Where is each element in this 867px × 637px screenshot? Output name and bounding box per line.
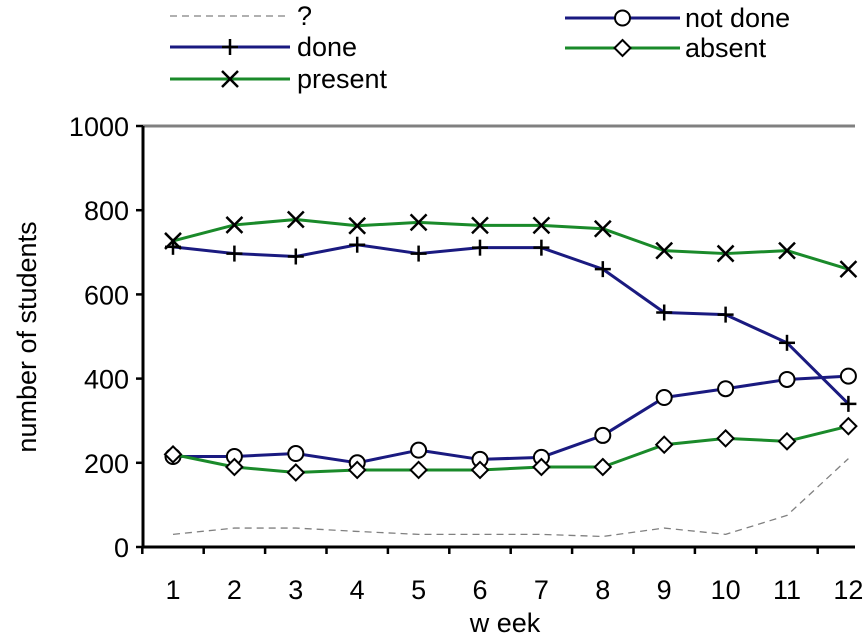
series-done bbox=[165, 236, 857, 412]
y-tick-label: 400 bbox=[84, 365, 129, 395]
point-present bbox=[164, 232, 182, 250]
point-absent bbox=[531, 457, 551, 477]
y-tick-label: 1000 bbox=[69, 112, 129, 142]
point-not_done bbox=[410, 441, 428, 459]
point-done bbox=[226, 245, 243, 262]
x-tick-label: 7 bbox=[534, 575, 549, 605]
series-line-unknown bbox=[172, 458, 849, 538]
point-absent bbox=[224, 457, 244, 477]
point-done bbox=[840, 395, 857, 412]
x-tick-label: 8 bbox=[595, 575, 610, 605]
point-absent bbox=[347, 460, 367, 480]
point-done bbox=[472, 239, 488, 256]
point-absent bbox=[286, 463, 306, 482]
series-unknown bbox=[172, 458, 849, 538]
y-axis-title: number of students bbox=[12, 221, 42, 452]
point-absent bbox=[716, 428, 736, 448]
x-tick-label: 9 bbox=[657, 575, 672, 605]
point-done bbox=[287, 248, 304, 265]
legend-item-present: present bbox=[170, 64, 388, 94]
point-not_done bbox=[655, 389, 673, 407]
x-tick-label: 6 bbox=[472, 575, 487, 605]
point-present bbox=[225, 216, 244, 234]
series-line-absent bbox=[172, 424, 849, 474]
point-present bbox=[532, 216, 551, 235]
y-tick-label: 200 bbox=[84, 449, 129, 479]
series-line-present bbox=[172, 217, 849, 271]
x-tick-label: 4 bbox=[350, 575, 365, 605]
point-absent bbox=[470, 460, 490, 480]
point-present bbox=[655, 241, 674, 260]
legend-item-unknown: ? bbox=[170, 1, 312, 31]
x-tick-label: 2 bbox=[227, 575, 242, 605]
point-absent bbox=[777, 431, 797, 451]
series-not_done bbox=[164, 367, 857, 472]
x-tick-label: 10 bbox=[711, 575, 741, 605]
legend-label-unknown: ? bbox=[297, 1, 312, 31]
point-present bbox=[409, 213, 428, 232]
point-absent bbox=[654, 435, 674, 455]
point-not_done bbox=[717, 380, 735, 398]
x-tick-label: 5 bbox=[411, 575, 426, 605]
legend-marker-absent bbox=[613, 38, 632, 58]
legend-item-done: done bbox=[170, 32, 357, 62]
point-present bbox=[778, 241, 796, 260]
point-absent bbox=[163, 444, 183, 464]
x-tick-label: 1 bbox=[165, 575, 180, 605]
legend-marker-not_done bbox=[614, 9, 631, 27]
legend-item-not_done: not done bbox=[565, 3, 790, 33]
x-tick-label: 3 bbox=[288, 575, 303, 605]
point-done bbox=[656, 304, 673, 321]
point-not_done bbox=[594, 426, 612, 444]
legend-marker-done bbox=[222, 39, 238, 55]
point-present bbox=[286, 210, 305, 229]
legend-item-absent: absent bbox=[565, 33, 767, 63]
legend-marker-present bbox=[221, 70, 239, 88]
legend-label-done: done bbox=[297, 32, 357, 62]
point-present bbox=[348, 216, 367, 235]
x-tick-label: 11 bbox=[773, 575, 801, 605]
legend-label-not_done: not done bbox=[685, 3, 790, 33]
series-line-done bbox=[172, 243, 850, 405]
point-done bbox=[533, 239, 550, 256]
series-line-not_done bbox=[173, 374, 849, 465]
point-done bbox=[717, 306, 734, 323]
x-tick-label: 12 bbox=[833, 575, 863, 605]
point-done bbox=[349, 236, 366, 253]
point-present bbox=[593, 219, 612, 238]
series-absent bbox=[163, 416, 858, 482]
point-done bbox=[779, 334, 795, 351]
y-tick-label: 800 bbox=[84, 196, 129, 226]
point-not_done bbox=[839, 367, 857, 385]
y-tick-label: 0 bbox=[114, 533, 129, 563]
point-present bbox=[716, 244, 735, 263]
series-present bbox=[164, 210, 858, 279]
point-present bbox=[471, 216, 489, 235]
point-not_done bbox=[778, 370, 796, 388]
point-done bbox=[594, 261, 611, 278]
point-done bbox=[410, 245, 427, 262]
point-not_done bbox=[287, 445, 305, 463]
point-absent bbox=[593, 457, 613, 477]
legend-label-present: present bbox=[297, 64, 388, 94]
point-absent bbox=[838, 416, 858, 436]
point-present bbox=[839, 260, 858, 279]
legend-label-absent: absent bbox=[685, 33, 767, 63]
series-layer bbox=[163, 210, 858, 538]
x-axis-title: w eek bbox=[469, 608, 541, 637]
point-absent bbox=[409, 460, 429, 480]
y-tick-label: 600 bbox=[84, 280, 129, 310]
